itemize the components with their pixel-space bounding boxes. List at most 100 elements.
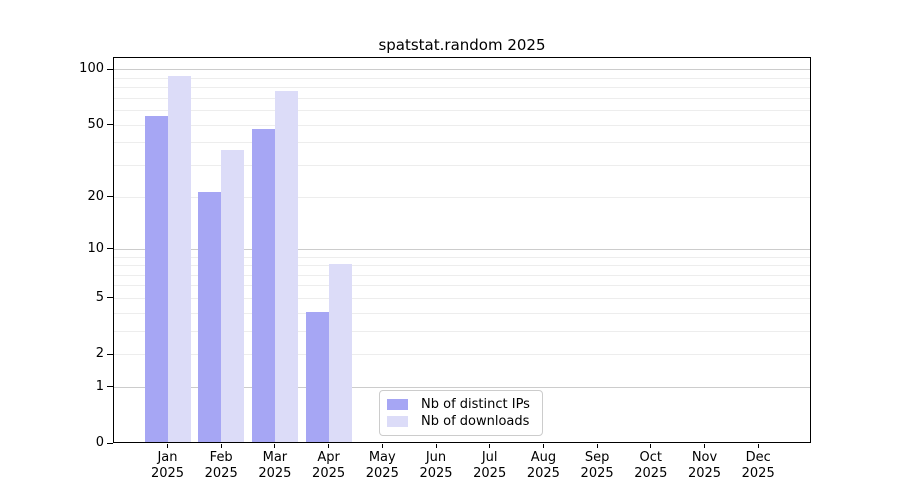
bar-downloads-feb bbox=[221, 149, 245, 442]
x-tick-month-oct: Oct bbox=[639, 450, 663, 465]
x-tick-label-mar: Mar 2025 bbox=[247, 450, 303, 482]
chart-title: spatstat.random 2025 bbox=[378, 36, 546, 54]
y-tick-mark-1 bbox=[107, 386, 113, 388]
x-tick-mark-jan bbox=[167, 444, 168, 448]
x-tick-month-sep: Sep bbox=[584, 450, 610, 465]
x-tick-month-may: May bbox=[368, 450, 396, 465]
x-tick-year-aug: 2025 bbox=[526, 466, 560, 481]
legend-label-distinct-ips: Nb of distinct IPs bbox=[421, 397, 530, 412]
x-tick-month-dec: Dec bbox=[745, 450, 771, 465]
gridline-minor-20 bbox=[114, 196, 810, 198]
x-tick-month-jun: Jun bbox=[425, 450, 447, 465]
x-tick-mark-aug bbox=[542, 444, 544, 448]
x-tick-label-may: May 2025 bbox=[354, 450, 410, 482]
x-tick-label-feb: Feb 2025 bbox=[193, 450, 249, 482]
x-tick-mark-jul bbox=[489, 444, 491, 448]
y-tick-label-100: 100 bbox=[79, 61, 104, 77]
gridline-minor-70 bbox=[114, 97, 810, 99]
y-tick-mark-5 bbox=[107, 297, 113, 299]
x-tick-year-apr: 2025 bbox=[312, 466, 346, 481]
legend-swatch-downloads bbox=[387, 416, 408, 427]
bar-downloads-mar bbox=[274, 91, 298, 442]
x-tick-label-apr: Apr 2025 bbox=[301, 450, 357, 482]
x-tick-year-dec: 2025 bbox=[741, 466, 775, 481]
gridline-minor-6 bbox=[114, 285, 810, 287]
legend: Nb of distinct IPs Nb of downloads bbox=[379, 390, 543, 436]
x-tick-label-dec: Dec 2025 bbox=[730, 450, 786, 482]
x-tick-year-feb: 2025 bbox=[204, 466, 238, 481]
y-tick-mark-0 bbox=[107, 442, 113, 444]
x-tick-mark-dec bbox=[757, 444, 759, 448]
gridline-minor-50 bbox=[114, 124, 810, 126]
bar-downloads-apr bbox=[328, 264, 352, 442]
x-tick-mark-jun bbox=[435, 444, 437, 448]
bar-distinct-ips-jan bbox=[144, 116, 168, 442]
x-tick-month-jan: Jan bbox=[157, 450, 178, 465]
y-tick-label-50: 50 bbox=[87, 116, 104, 132]
x-tick-year-jan: 2025 bbox=[150, 466, 185, 481]
gridline-major-1 bbox=[114, 386, 810, 388]
gridline-minor-9 bbox=[114, 256, 810, 258]
y-tick-label-20: 20 bbox=[87, 188, 104, 204]
x-tick-label-jan: Jan 2025 bbox=[140, 450, 196, 482]
x-tick-year-nov: 2025 bbox=[687, 466, 722, 481]
y-tick-mark-20 bbox=[107, 196, 113, 198]
y-tick-label-1: 1 bbox=[95, 378, 104, 394]
bar-distinct-ips-feb bbox=[198, 191, 222, 442]
legend-item-distinct-ips: Nb of distinct IPs bbox=[387, 397, 533, 412]
x-tick-mark-feb bbox=[220, 444, 222, 448]
x-tick-label-jun: Jun 2025 bbox=[408, 450, 464, 482]
gridline-major-10 bbox=[114, 248, 810, 250]
x-tick-mark-apr bbox=[328, 444, 330, 448]
x-tick-month-apr: Apr bbox=[317, 450, 340, 465]
x-tick-year-jun: 2025 bbox=[419, 466, 453, 481]
gridline-minor-90 bbox=[114, 77, 810, 79]
bar-distinct-ips-mar bbox=[251, 128, 275, 442]
x-tick-label-aug: Aug 2025 bbox=[515, 450, 571, 482]
gridline-minor-4 bbox=[114, 312, 810, 314]
y-tick-mark-10 bbox=[107, 248, 113, 250]
y-tick-mark-50 bbox=[107, 124, 113, 126]
legend-item-downloads: Nb of downloads bbox=[387, 414, 533, 429]
gridline-major-100 bbox=[114, 69, 810, 71]
x-tick-year-may: 2025 bbox=[365, 466, 399, 481]
x-tick-month-nov: Nov bbox=[691, 450, 718, 465]
x-tick-label-oct: Oct 2025 bbox=[623, 450, 679, 482]
x-tick-year-oct: 2025 bbox=[634, 466, 668, 481]
legend-label-downloads: Nb of downloads bbox=[421, 414, 530, 429]
gridline-minor-7 bbox=[114, 274, 810, 276]
y-tick-mark-2 bbox=[107, 353, 113, 355]
bar-distinct-ips-apr bbox=[305, 311, 329, 442]
x-tick-year-jul: 2025 bbox=[473, 466, 507, 481]
x-tick-label-jul: Jul 2025 bbox=[462, 450, 518, 482]
x-tick-mark-may bbox=[381, 444, 383, 448]
x-tick-label-sep: Sep 2025 bbox=[569, 450, 625, 482]
y-tick-mark-100 bbox=[107, 68, 113, 70]
bar-downloads-jan bbox=[167, 75, 191, 442]
y-tick-label-0: 0 bbox=[95, 435, 104, 450]
x-tick-month-feb: Feb bbox=[209, 450, 233, 465]
y-tick-label-5: 5 bbox=[95, 289, 104, 305]
x-tick-mark-oct bbox=[650, 444, 652, 448]
x-tick-mark-sep bbox=[596, 444, 598, 448]
gridline-minor-8 bbox=[114, 265, 810, 267]
x-tick-year-mar: 2025 bbox=[258, 466, 292, 481]
x-tick-mark-nov bbox=[704, 444, 705, 448]
gridline-minor-60 bbox=[114, 110, 810, 112]
x-tick-label-nov: Nov 2025 bbox=[677, 450, 733, 482]
y-tick-label-10: 10 bbox=[87, 240, 104, 256]
gridline-minor-30 bbox=[114, 165, 810, 166]
legend-swatch-distinct-ips bbox=[387, 399, 408, 410]
x-tick-month-mar: Mar bbox=[262, 450, 288, 465]
gridline-minor-3 bbox=[114, 330, 810, 332]
x-tick-year-sep: 2025 bbox=[580, 466, 614, 481]
y-tick-label-2: 2 bbox=[95, 346, 104, 362]
x-tick-mark-mar bbox=[274, 444, 276, 448]
gridline-minor-40 bbox=[114, 142, 810, 144]
x-tick-month-aug: Aug bbox=[530, 450, 557, 465]
gridline-minor-2 bbox=[114, 354, 810, 356]
x-tick-month-jul: Jul bbox=[481, 450, 498, 465]
gridline-minor-80 bbox=[114, 87, 810, 89]
gridline-minor-5 bbox=[114, 297, 810, 299]
